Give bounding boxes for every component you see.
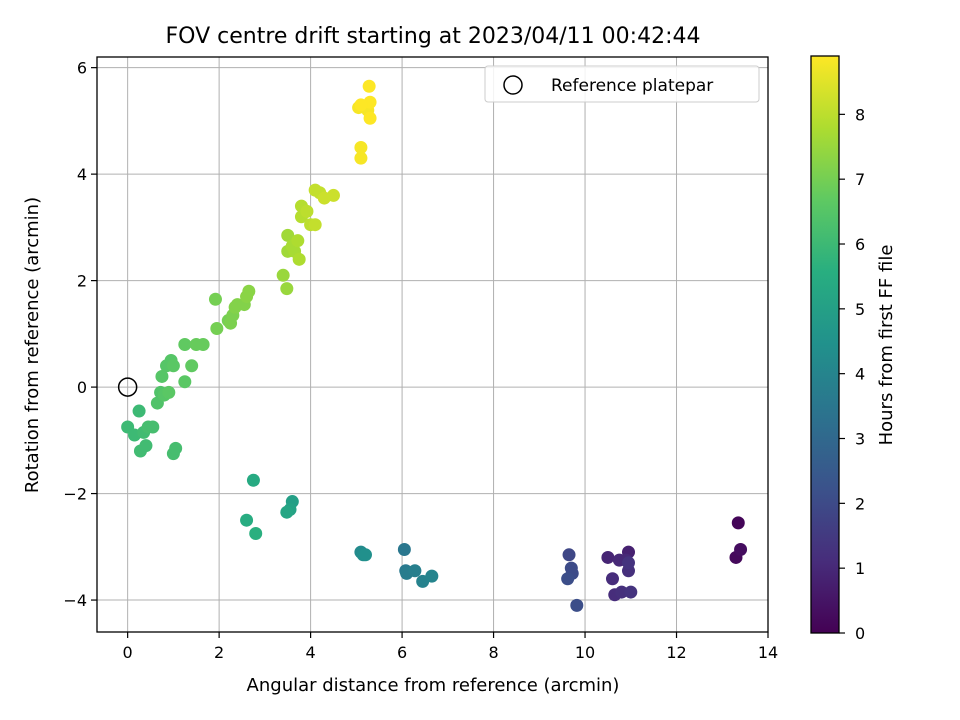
x-tick-label: 14 <box>758 643 778 662</box>
x-tick-label: 8 <box>488 643 498 662</box>
data-point <box>178 375 192 389</box>
data-point <box>210 322 224 336</box>
data-point <box>615 585 629 599</box>
x-axis-ticks: 0 2 4 6 8 10 12 14 <box>123 632 778 662</box>
data-point <box>208 292 222 306</box>
data-point <box>185 359 199 373</box>
data-point <box>601 550 615 564</box>
x-tick-label: 0 <box>123 643 133 662</box>
colorbar-tick-label: 5 <box>855 300 865 319</box>
legend: Reference platepar <box>484 65 760 103</box>
colorbar-tick-label: 0 <box>855 624 865 643</box>
data-point <box>354 141 368 155</box>
colorbar-ticks: 0 1 2 3 4 5 6 7 8 <box>839 105 865 643</box>
x-tick-label: 10 <box>575 643 595 662</box>
legend-ref-marker-icon <box>503 75 523 95</box>
reference-marker <box>117 377 138 397</box>
data-point <box>281 228 295 242</box>
data-point <box>397 542 411 556</box>
colorbar: 0 1 2 3 4 5 6 7 8 Hours from first FF file <box>810 55 897 643</box>
x-tick-label: 2 <box>214 643 224 662</box>
data-point <box>354 98 368 112</box>
data-point <box>132 404 146 418</box>
colorbar-label: Hours from first FF file <box>876 245 897 446</box>
data-point <box>162 385 176 399</box>
data-point <box>178 338 192 351</box>
data-point <box>570 598 584 612</box>
x-axis-label: Angular distance from reference (arcmin) <box>247 675 620 696</box>
data-point <box>246 473 260 487</box>
y-tick-label: 0 <box>77 378 87 397</box>
data-point <box>139 439 153 453</box>
data-point <box>362 79 376 93</box>
data-point <box>276 268 290 282</box>
x-tick-label: 12 <box>666 643 686 662</box>
data-point <box>408 564 422 578</box>
data-point <box>300 204 314 218</box>
data-point <box>280 505 294 519</box>
data-point <box>292 252 306 266</box>
data-point <box>242 284 256 298</box>
data-point <box>169 441 183 455</box>
data-point <box>308 218 322 232</box>
legend-entry-label: Reference platepar <box>551 76 713 96</box>
plot-frame <box>96 56 769 633</box>
data-point <box>562 548 576 562</box>
data-point <box>326 188 340 202</box>
y-tick-label: 6 <box>77 59 87 78</box>
data-point <box>734 542 748 556</box>
data-point <box>605 572 619 586</box>
y-tick-label: −4 <box>63 591 87 610</box>
data-points <box>121 79 748 612</box>
y-tick-label: −2 <box>63 485 87 504</box>
colorbar-tick-label: 2 <box>855 494 865 513</box>
data-point <box>354 151 368 165</box>
x-tick-label: 4 <box>306 643 316 662</box>
data-point <box>358 548 372 562</box>
data-point <box>155 369 169 383</box>
data-point <box>280 282 294 296</box>
colorbar-tick-label: 1 <box>855 559 865 578</box>
colorbar-tick-label: 8 <box>855 105 865 124</box>
colorbar-tick-label: 4 <box>855 365 865 384</box>
x-tick-label: 6 <box>397 643 407 662</box>
data-point <box>624 585 638 599</box>
y-tick-label: 2 <box>77 272 87 291</box>
data-point <box>425 569 439 583</box>
colorbar-tick-label: 7 <box>855 170 865 189</box>
y-tick-label: 4 <box>77 165 87 184</box>
reference-point-marker <box>117 377 138 397</box>
data-point <box>731 516 745 530</box>
data-point <box>249 527 263 541</box>
chart-title: FOV centre drift starting at 2023/04/11 … <box>166 24 701 49</box>
data-point <box>363 111 377 125</box>
data-point <box>196 338 210 351</box>
data-point <box>240 513 254 527</box>
y-axis-ticks: −4 −2 0 2 4 6 <box>63 59 97 610</box>
colorbar-gradient <box>810 55 840 634</box>
colorbar-tick-label: 3 <box>855 430 865 449</box>
data-point <box>166 359 180 373</box>
data-point <box>561 572 575 586</box>
data-point <box>621 556 635 570</box>
colorbar-tick-label: 6 <box>855 235 865 254</box>
data-point <box>146 420 160 434</box>
y-axis-label: Rotation from reference (arcmin) <box>22 197 43 493</box>
data-point <box>291 234 305 248</box>
legend-box <box>484 65 760 103</box>
